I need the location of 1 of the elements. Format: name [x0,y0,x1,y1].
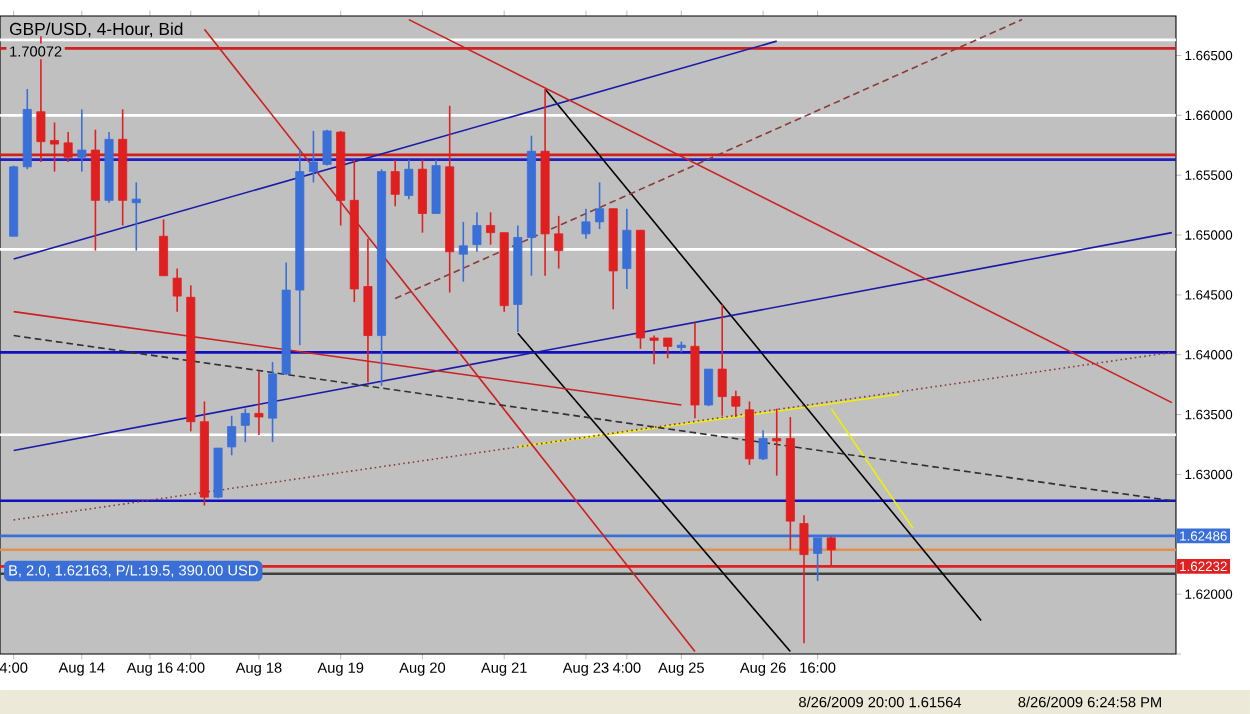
chart-title: GBP/USD, 4-Hour, Bid [9,22,183,38]
